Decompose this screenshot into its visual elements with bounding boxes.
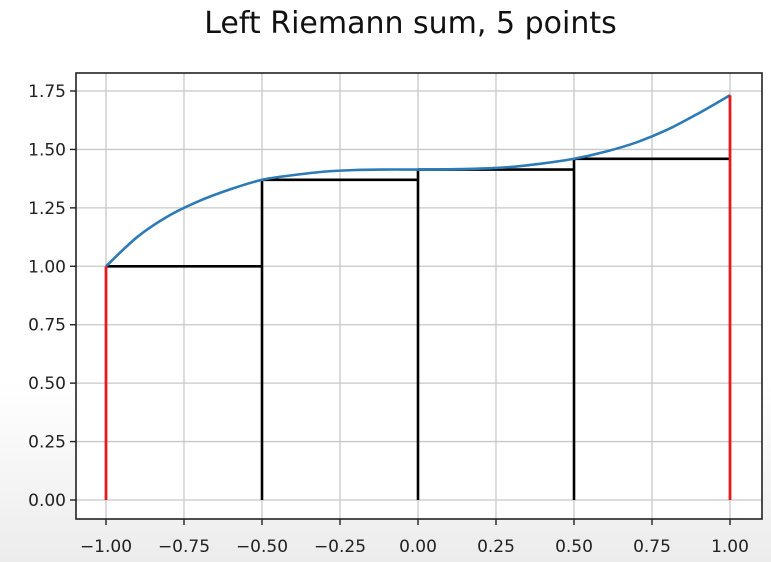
x-tick-label-6: 0.50 [555, 537, 593, 557]
y-tick-label-0: 0.00 [28, 491, 66, 511]
x-tick-label-0: −1.00 [80, 537, 132, 557]
x-tick-label-1: −0.75 [158, 537, 210, 557]
x-tick-label-4: 0.00 [399, 537, 437, 557]
function-curve [105, 94, 731, 268]
x-tick-label-8: 1.00 [711, 537, 749, 557]
chart-title: Left Riemann sum, 5 points [204, 6, 617, 41]
x-tick-label-2: −0.50 [236, 537, 288, 557]
y-tick-label-5: 1.25 [28, 199, 66, 219]
x-tick-label-5: 0.25 [477, 537, 515, 557]
y-tick-label-1: 0.25 [28, 433, 66, 453]
y-tick-label-3: 0.75 [28, 316, 66, 336]
axes-frame [75, 72, 763, 520]
y-tick-label-6: 1.50 [28, 140, 66, 160]
y-tick-label-2: 0.50 [28, 374, 66, 394]
x-tick-label-7: 0.75 [633, 537, 671, 557]
y-tick-label-4: 1.00 [28, 257, 66, 277]
y-tick-label-7: 1.75 [28, 82, 66, 102]
x-tick-label-3: −0.25 [314, 537, 366, 557]
